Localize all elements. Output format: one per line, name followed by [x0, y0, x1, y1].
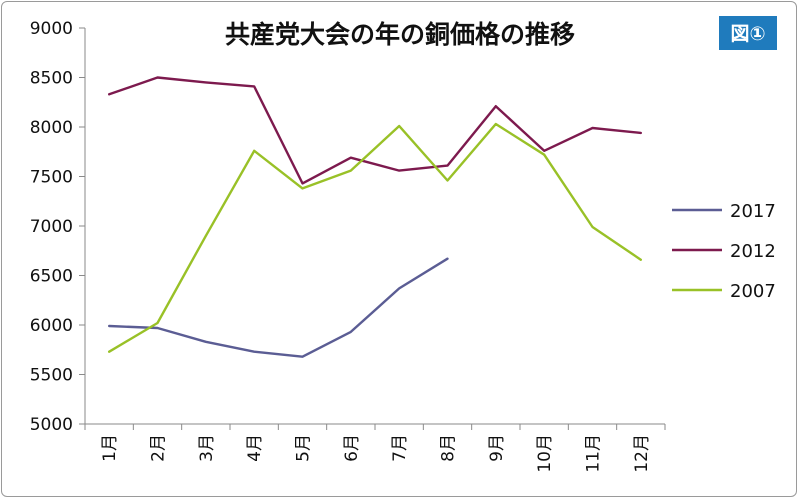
x-tick-label: 4月 [245, 434, 265, 462]
legend: 2017 2012 2007 [672, 201, 776, 302]
legend-label-2012: 2012 [730, 241, 776, 262]
y-tick-label: 8000 [30, 118, 73, 138]
x-tick-label: 2月 [149, 434, 169, 462]
y-tick-label: 6500 [30, 267, 73, 287]
x-tick-label: 3月 [197, 434, 217, 462]
figure-badge-label: 図① [730, 23, 765, 45]
x-tick-label: 9月 [487, 434, 507, 462]
y-tick-label: 7000 [30, 217, 73, 237]
series-line-2012 [107, 76, 642, 185]
x-tick-label: 10月 [535, 434, 555, 473]
legend-label-2007: 2007 [730, 281, 776, 302]
x-tick-label: 8月 [439, 434, 459, 462]
x-tick-label: 7月 [390, 434, 410, 462]
series-layer [107, 76, 642, 358]
x-tick-label: 6月 [342, 434, 362, 462]
y-tick-label: 5500 [30, 366, 73, 386]
series-line-2007 [107, 122, 642, 353]
chart-title: 共産党大会の年の銅価格の推移 [225, 20, 575, 49]
series-line-2017 [107, 257, 449, 358]
x-tick-label: 11月 [584, 434, 604, 473]
x-tick-label: 1月 [100, 434, 120, 462]
x-tick-label: 12月 [632, 434, 652, 473]
y-tick-label: 7500 [30, 168, 73, 188]
y-tick-label: 5000 [30, 415, 73, 435]
figure-badge [719, 16, 777, 50]
y-tick-label: 8500 [30, 69, 73, 89]
y-tick-label: 9000 [30, 19, 73, 39]
axes: 5000 5500 6000 6500 7000 7500 8000 8500 9000 1月 2月… [30, 19, 666, 473]
y-tick-label: 6000 [30, 316, 73, 336]
legend-label-2017: 2017 [730, 201, 776, 222]
x-tick-label: 5月 [294, 434, 314, 462]
